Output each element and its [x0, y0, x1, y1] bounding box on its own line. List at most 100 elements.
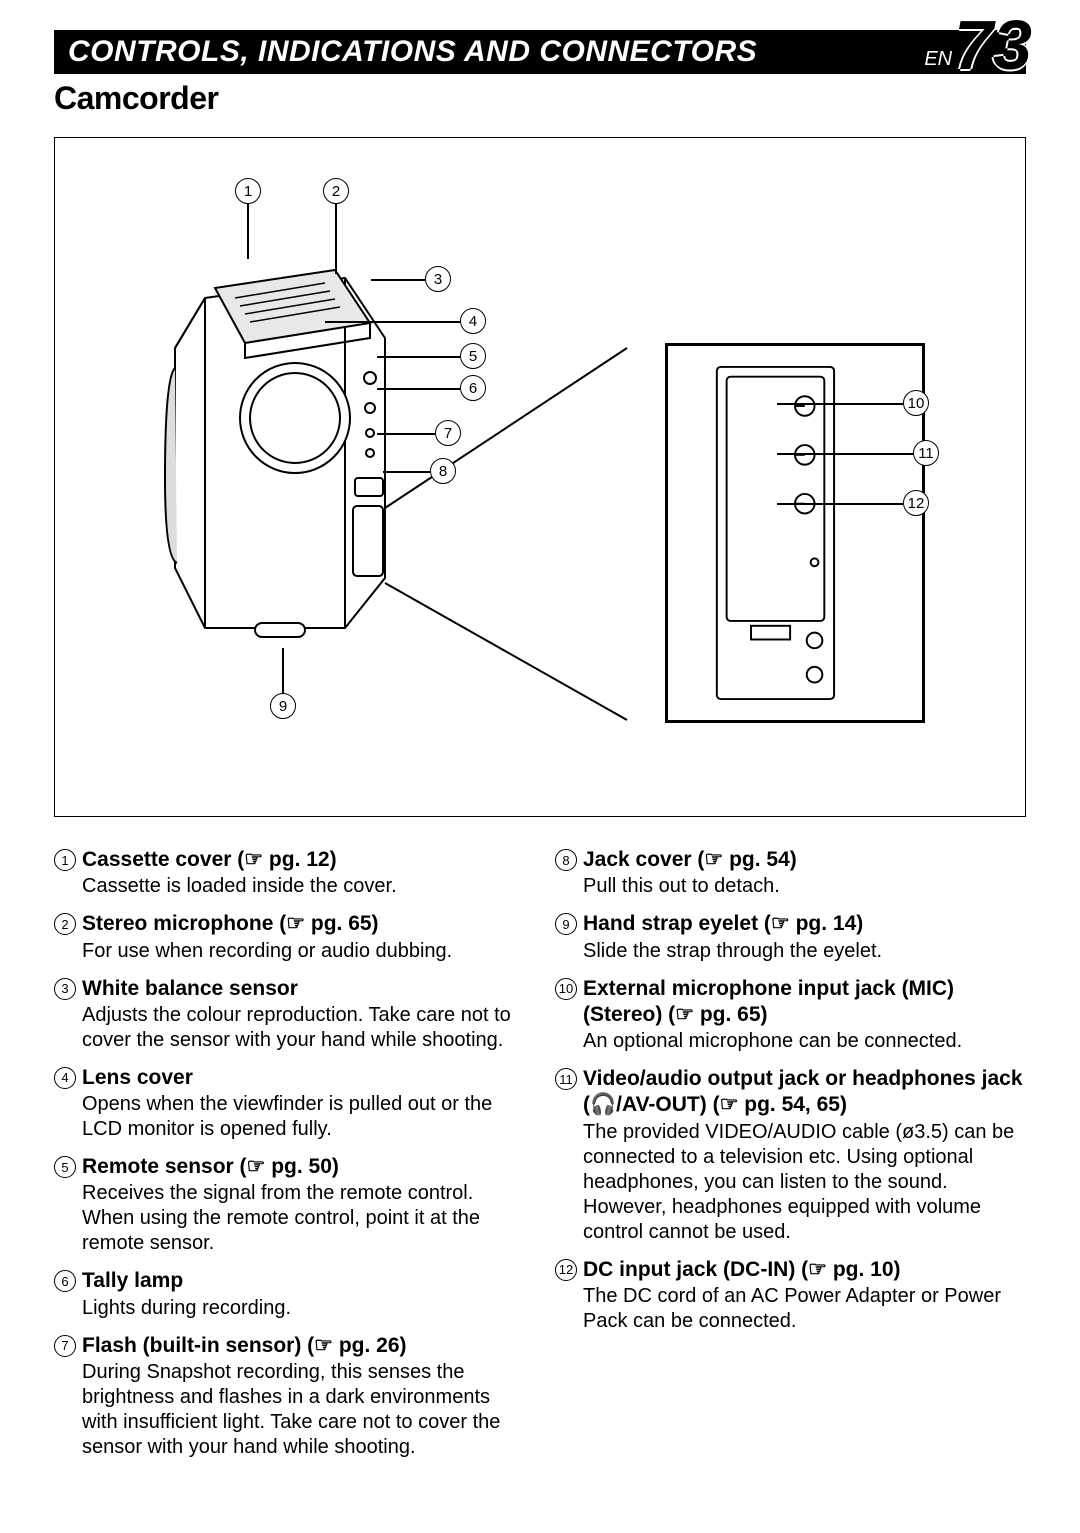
item-desc: Cassette is loaded inside the cover. [82, 874, 525, 899]
item-title-post: ) [761, 1003, 768, 1026]
desc-item-head: 6Tally lamp [54, 1268, 525, 1294]
callout-8: 8 [430, 458, 456, 484]
item-number-circle: 1 [54, 849, 76, 871]
lead-3 [371, 279, 425, 281]
lead-12 [777, 503, 903, 505]
item-title: Flash (built-in sensor) (☞ pg. 26) [82, 1333, 407, 1359]
item-title-post: ) [856, 912, 863, 935]
desc-item-5: 5Remote sensor (☞ pg. 50)Receives the si… [54, 1154, 525, 1256]
item-desc: Opens when the viewfinder is pulled out … [82, 1092, 525, 1142]
item-title-post: ) [330, 848, 337, 871]
page-ref-icon: ☞ pg. 14 [771, 912, 856, 935]
item-number-circle: 10 [555, 978, 577, 1000]
page-ref-icon: ☞ pg. 54 [704, 848, 789, 871]
item-title: Cassette cover (☞ pg. 12) [82, 847, 337, 873]
callout-4: 4 [460, 308, 486, 334]
desc-item-4: 4 Lens cover Opens when the viewfinder is … [54, 1065, 525, 1142]
item-title: DC input jack (DC-IN) (☞ pg. 10) [583, 1257, 901, 1283]
desc-item-2: 2Stereo microphone (☞ pg. 65)For use whe… [54, 911, 525, 963]
desc-item-head: 9 Hand strap eyelet (☞ pg. 14) [555, 911, 1026, 937]
camcorder-illustration [145, 228, 425, 648]
callout-9: 9 [270, 693, 296, 719]
item-title: Remote sensor (☞ pg. 50) [82, 1154, 339, 1180]
lead-6 [377, 388, 460, 390]
diagram-frame: 1 2 3 4 5 6 7 8 9 10 11 12 [54, 137, 1026, 817]
jack-detail-illustration [665, 343, 925, 723]
item-desc: Slide the strap through the eyelet. [583, 939, 1026, 964]
desc-item-6: 6Tally lampLights during recording. [54, 1268, 525, 1320]
item-title-post: ) [894, 1258, 901, 1281]
lang-code: EN [924, 48, 952, 71]
item-title-pre: Cassette cover ( [82, 848, 244, 871]
callout-12: 12 [903, 490, 929, 516]
item-desc: Lights during recording. [82, 1296, 525, 1321]
lead-10 [777, 403, 903, 405]
lead-7 [377, 433, 435, 435]
item-title-pre: Lens cover [82, 1066, 193, 1089]
desc-item-12: 12DC input jack (DC-IN) (☞ pg. 10)The DC… [555, 1257, 1026, 1334]
item-title: External microphone input jack (MIC) (St… [583, 976, 1026, 1029]
page-ref-icon: ☞ pg. 10 [808, 1258, 893, 1281]
lead-8 [383, 471, 430, 473]
desc-item-7: 7 Flash (built-in sensor) (☞ pg. 26)Durin… [54, 1333, 525, 1460]
desc-item-3: 3White balance sensorAdjusts the colour … [54, 976, 525, 1053]
item-desc: An optional microphone can be connected. [583, 1029, 1026, 1054]
item-title-pre: Hand strap eyelet ( [583, 912, 771, 935]
callout-3: 3 [425, 266, 451, 292]
item-desc: The provided VIDEO/AUDIO cable (ø3.5) ca… [583, 1120, 1026, 1245]
item-desc: The DC cord of an AC Power Adapter or Po… [583, 1284, 1026, 1334]
page-ref-icon: ☞ pg. 12 [244, 848, 329, 871]
right-column: 8Jack cover (☞ pg. 54)Pull this out to d… [555, 847, 1026, 1472]
callout-6: 6 [460, 375, 486, 401]
desc-item-head: 11Video/audio output jack or headphones … [555, 1066, 1026, 1119]
item-number-circle: 7 [54, 1335, 76, 1357]
item-desc: During Snapshot recording, this senses t… [82, 1360, 525, 1460]
desc-item-9: 9Hand strap eyelet (☞ pg. 14)Slide the s… [555, 911, 1026, 963]
item-title-pre: DC input jack (DC-IN) ( [583, 1258, 808, 1281]
desc-item-head: 5Remote sensor (☞ pg. 50) [54, 1154, 525, 1180]
item-number-circle: 9 [555, 913, 577, 935]
lead-4 [325, 321, 460, 323]
desc-item-head: 3 White balance sensor [54, 976, 525, 1002]
page-ref-icon: ☞ pg. 65 [286, 912, 371, 935]
header-bar: CONTROLS, INDICATIONS AND CONNECTORS EN … [54, 30, 1026, 74]
desc-item-1: 1Cassette cover (☞ pg. 12)Cassette is lo… [54, 847, 525, 899]
callout-1: 1 [235, 178, 261, 204]
page-number: 73 [954, 10, 1032, 80]
desc-item-head: 1 Cassette cover (☞ pg. 12) [54, 847, 525, 873]
item-title-post: ) [840, 1093, 847, 1116]
item-number-circle: 8 [555, 849, 577, 871]
desc-item-8: 8Jack cover (☞ pg. 54)Pull this out to d… [555, 847, 1026, 899]
item-title-post: ) [372, 912, 379, 935]
lead-1 [247, 204, 249, 259]
desc-item-head: 10 External microphone input jack (MIC) (… [555, 976, 1026, 1029]
page-ref-icon: ☞ pg. 26 [314, 1334, 399, 1357]
desc-item-head: 12 DC input jack (DC-IN) (☞ pg. 10) [555, 1257, 1026, 1283]
lead-11 [777, 453, 913, 455]
page-ref-icon: ☞ pg. 65 [675, 1003, 760, 1026]
item-title-pre: External microphone input jack (MIC) (St… [583, 977, 954, 1026]
item-title-pre: Tally lamp [82, 1269, 183, 1292]
desc-item-head: 2Stereo microphone (☞ pg. 65) [54, 911, 525, 937]
item-number-circle: 3 [54, 978, 76, 1000]
item-title: Hand strap eyelet (☞ pg. 14) [583, 911, 863, 937]
item-title: Tally lamp [82, 1268, 183, 1294]
item-title: Lens cover [82, 1065, 193, 1091]
callout-10: 10 [903, 390, 929, 416]
left-column: 1Cassette cover (☞ pg. 12)Cassette is lo… [54, 847, 525, 1472]
page-ref-icon: ☞ pg. 50 [247, 1155, 332, 1178]
item-number-circle: 11 [555, 1068, 577, 1090]
desc-item-head: 7 Flash (built-in sensor) (☞ pg. 26) [54, 1333, 525, 1359]
page-subtitle: Camcorder [54, 80, 1026, 117]
item-number-circle: 4 [54, 1067, 76, 1089]
item-desc: Receives the signal from the remote cont… [82, 1181, 525, 1256]
lead-5 [377, 356, 460, 358]
item-desc: Pull this out to detach. [583, 874, 1026, 899]
lead-2 [335, 204, 337, 274]
item-title-post: ) [400, 1334, 407, 1357]
item-number-circle: 12 [555, 1259, 577, 1281]
page-section-title: CONTROLS, INDICATIONS AND CONNECTORS [68, 35, 757, 69]
item-title-pre: White balance sensor [82, 977, 298, 1000]
item-title: White balance sensor [82, 976, 298, 1002]
page-ref-icon: ☞ pg. 54, 65 [720, 1093, 840, 1116]
